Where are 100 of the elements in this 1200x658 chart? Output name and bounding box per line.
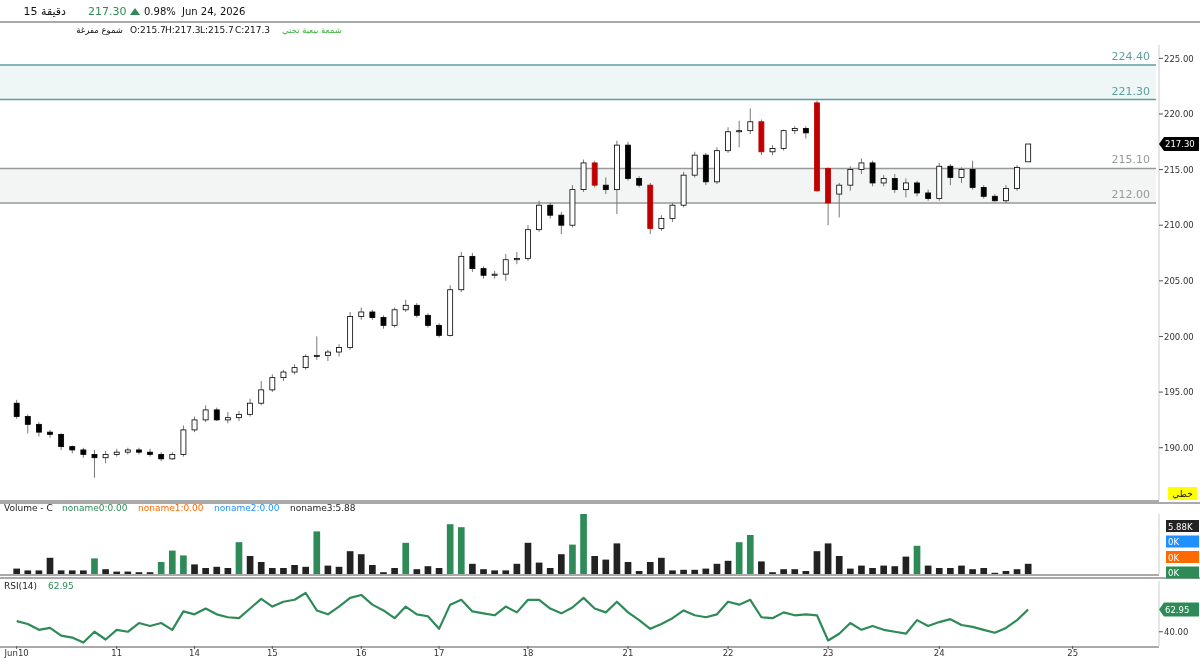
bar xyxy=(357,554,365,574)
bar xyxy=(168,550,176,574)
bar xyxy=(391,568,398,574)
bar xyxy=(202,568,209,574)
text: noname2:0.00 xyxy=(214,503,280,513)
text: C:217.3 xyxy=(235,25,271,35)
y-tick-label: 217.30 xyxy=(1165,139,1195,150)
bar xyxy=(35,570,43,574)
bar xyxy=(557,554,565,574)
bar xyxy=(257,562,265,574)
x-tick-label: 17 xyxy=(433,648,445,658)
bar xyxy=(369,565,376,574)
y-tick-label: 40.00 xyxy=(1164,626,1189,637)
text: 0.98% xyxy=(144,6,176,17)
bar xyxy=(402,542,410,574)
bar xyxy=(480,569,487,574)
bar xyxy=(291,565,298,574)
bar xyxy=(1002,571,1010,574)
x-tick-label: 24 xyxy=(933,648,945,658)
bar xyxy=(457,527,465,574)
text: 15 دقيقة xyxy=(23,5,67,18)
bar xyxy=(602,559,610,574)
line-series xyxy=(15,591,1030,644)
chart-title: Volume - C xyxy=(4,503,53,513)
bar xyxy=(446,524,454,574)
text: noname0:0.00 xyxy=(62,503,128,513)
bar xyxy=(680,569,687,574)
bar xyxy=(624,562,632,574)
bar xyxy=(846,568,854,574)
y-tick-label: 225.00 xyxy=(1164,53,1194,64)
bar xyxy=(546,568,554,574)
y-tick-label: 190.00 xyxy=(1164,442,1194,453)
bar xyxy=(68,570,76,574)
bar xyxy=(346,551,354,574)
bar xyxy=(969,569,976,574)
bar xyxy=(502,570,510,574)
x-tick-label: 15 xyxy=(266,648,278,658)
text: 0K xyxy=(1168,552,1180,563)
y-tick-label: 215.00 xyxy=(1164,164,1194,175)
bar xyxy=(735,542,743,574)
bar xyxy=(24,570,32,574)
text: O:215.7 xyxy=(130,25,166,35)
bar xyxy=(880,565,888,574)
y-tick-label: 200.00 xyxy=(1164,331,1194,342)
bar xyxy=(635,571,643,574)
text: شموع مفرغة xyxy=(76,25,123,35)
bar xyxy=(947,568,954,574)
bar xyxy=(691,569,699,574)
bar xyxy=(669,570,676,574)
text: Jun 24, 2026 xyxy=(181,6,246,17)
bar xyxy=(824,543,832,574)
bar xyxy=(424,566,432,574)
bar xyxy=(780,569,787,574)
bar xyxy=(813,551,821,574)
x-tick-label: 21 xyxy=(622,648,634,658)
bar xyxy=(858,565,865,574)
ref-line-label: 224.40 xyxy=(1111,50,1150,64)
bar xyxy=(869,568,876,574)
chart-title: RSI(14) xyxy=(4,581,38,591)
x-tick-label: 18 xyxy=(522,648,534,658)
bar xyxy=(746,535,754,574)
bar xyxy=(791,569,799,574)
x-tick-label: 14 xyxy=(189,648,200,658)
bar xyxy=(102,569,109,574)
x-tick-label: Jun10 xyxy=(3,648,29,658)
y-tick-label: 210.00 xyxy=(1164,220,1194,231)
text: H:217.3 xyxy=(165,25,201,35)
bar xyxy=(702,568,710,574)
bar xyxy=(191,564,198,574)
bar xyxy=(213,566,221,574)
bar xyxy=(891,566,899,574)
annotation: 62.95 xyxy=(48,581,74,591)
text: شمعة بيعية تحتي xyxy=(282,25,342,35)
y-tick-label: 62.95 xyxy=(1165,604,1190,615)
text: خطي xyxy=(1172,489,1193,499)
bar xyxy=(835,556,843,574)
text: noname1:0.00 xyxy=(138,503,204,513)
text: L:215.7 xyxy=(200,25,234,35)
ref-line-label: 215.10 xyxy=(1111,153,1150,167)
x-tick-label: 16 xyxy=(355,648,367,658)
x-tick-label: 22 xyxy=(722,648,734,658)
bar xyxy=(580,514,587,574)
bar xyxy=(758,561,765,574)
bar xyxy=(469,563,476,574)
text: 0K xyxy=(1168,568,1180,578)
bar xyxy=(435,568,443,574)
bar xyxy=(613,543,621,574)
bar xyxy=(157,562,165,574)
bar xyxy=(802,571,810,574)
bar xyxy=(57,570,65,574)
bar xyxy=(80,570,87,574)
bar xyxy=(980,568,988,574)
bar xyxy=(1013,569,1021,574)
y-tick-label: 205.00 xyxy=(1164,276,1194,287)
bar xyxy=(958,565,965,574)
ref-line-label: 221.30 xyxy=(1111,84,1150,98)
y-tick-label: 195.00 xyxy=(1164,387,1194,398)
y-tick-label: 220.00 xyxy=(1164,109,1194,120)
bar xyxy=(658,557,665,574)
ref-line-label: 212.00 xyxy=(1111,187,1150,201)
